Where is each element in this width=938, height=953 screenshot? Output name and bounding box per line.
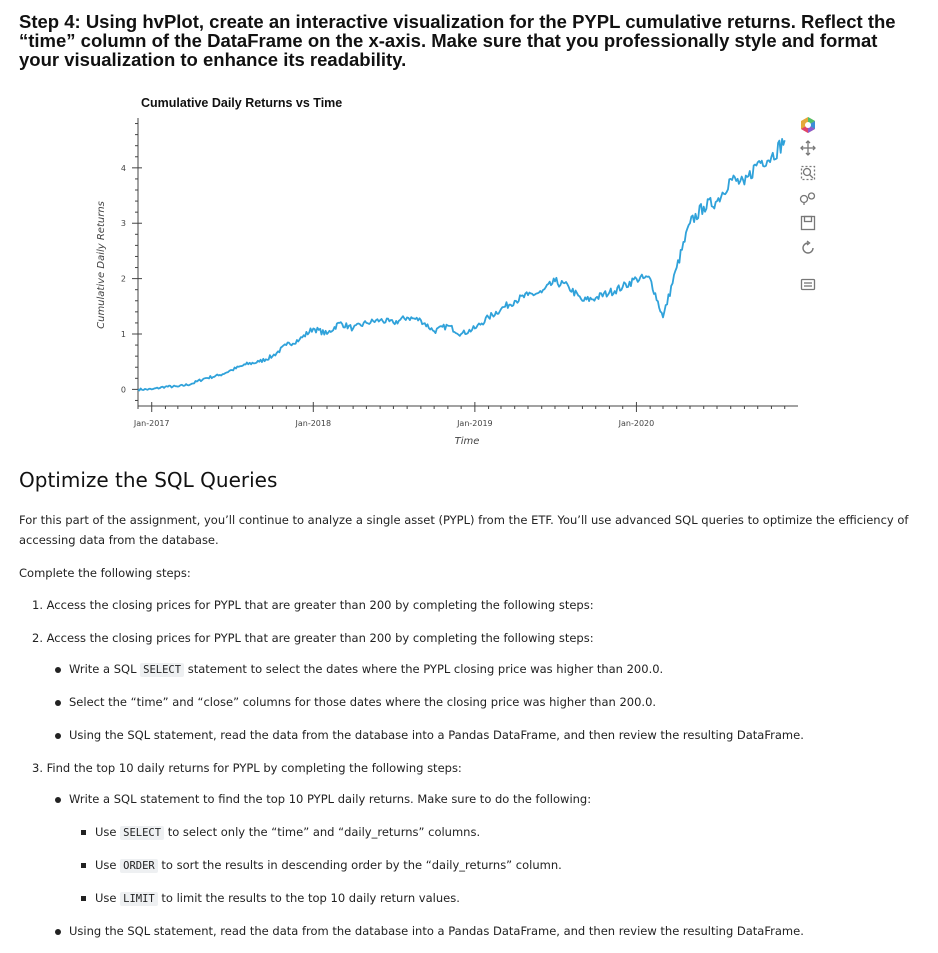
sub-item-1: Use SELECT to select only the “time” and… [95,825,481,840]
x-tick-label: Jan-2019 [456,419,493,428]
complete-steps-text: Complete the following steps: [19,566,191,580]
x-tick-label: Jan-2017 [133,419,170,428]
y-tick-label: 1 [121,330,126,339]
bokeh-logo-icon[interactable] [797,115,819,135]
list-item-2: 2. Access the closing prices for PYPL th… [32,631,594,645]
code-select: SELECT [120,826,165,840]
x-tick-label: Jan-2020 [618,419,655,428]
section-title: Optimize the SQL Queries [19,468,278,492]
reset-icon[interactable] [797,238,819,258]
pan-icon[interactable] [797,138,819,158]
list-item-2-bullet-3: Using the SQL statement, read the data f… [69,728,804,742]
y-tick-label: 4 [121,164,126,173]
wheel-zoom-icon[interactable] [797,188,819,208]
list-item-3-bullet-1: Write a SQL statement to find the top 10… [69,792,592,806]
y-tick-label: 3 [121,219,126,228]
x-axis-label: Time [455,436,480,447]
bullet-icon [55,929,61,935]
list-item-1: 1. Access the closing prices for PYPL th… [32,598,594,612]
code-select: SELECT [140,663,185,677]
x-tick-label: Jan-2018 [295,419,332,428]
y-axis: 0 1 2 3 4 [121,118,142,406]
square-bullet-icon [81,863,86,868]
cumulative-returns-chart[interactable]: Cumulative Daily Returns vs Time 0 1 2 3 4 J… [0,0,938,460]
box-zoom-icon[interactable] [797,163,819,183]
code-limit: LIMIT [120,892,158,906]
list-item-3-bullet-2: Using the SQL statement, read the data f… [69,924,804,938]
y-tick-label: 2 [121,275,126,284]
square-bullet-icon [81,896,86,901]
sub-item-2: Use ORDER to sort the results in descend… [95,858,562,873]
step-title: Step 4: Using hvPlot, create an interact… [19,11,896,70]
square-bullet-icon [81,830,86,835]
series-line-0[interactable] [137,137,786,392]
chart-title: Cumulative Daily Returns vs Time [141,96,342,110]
list-item-2-bullet-2: Select the “time” and “close” columns fo… [69,695,657,709]
x-axis: Jan-2017 Jan-2018 Jan-2019 Jan-2020 [133,402,798,428]
bullet-icon [55,733,61,739]
list-item-2-bullet-1: Write a SQL SELECT statement to select t… [69,662,664,677]
intro-line-1: For this part of the assignment, you’ll … [19,513,909,527]
y-axis-label: Cumulative Daily Returns [96,201,107,329]
intro-line-2: accessing data from the database. [19,533,219,547]
bullet-icon [55,700,61,706]
plot-area[interactable] [137,137,786,392]
list-item-3: 3. Find the top 10 daily returns for PYP… [32,761,462,775]
save-icon[interactable] [797,213,819,233]
sub-item-3: Use LIMIT to limit the results to the to… [95,891,460,906]
hover-icon[interactable] [797,275,819,295]
y-tick-label: 0 [121,385,126,394]
code-order: ORDER [120,859,158,873]
bullet-icon [55,667,61,673]
bullet-icon [55,797,61,803]
